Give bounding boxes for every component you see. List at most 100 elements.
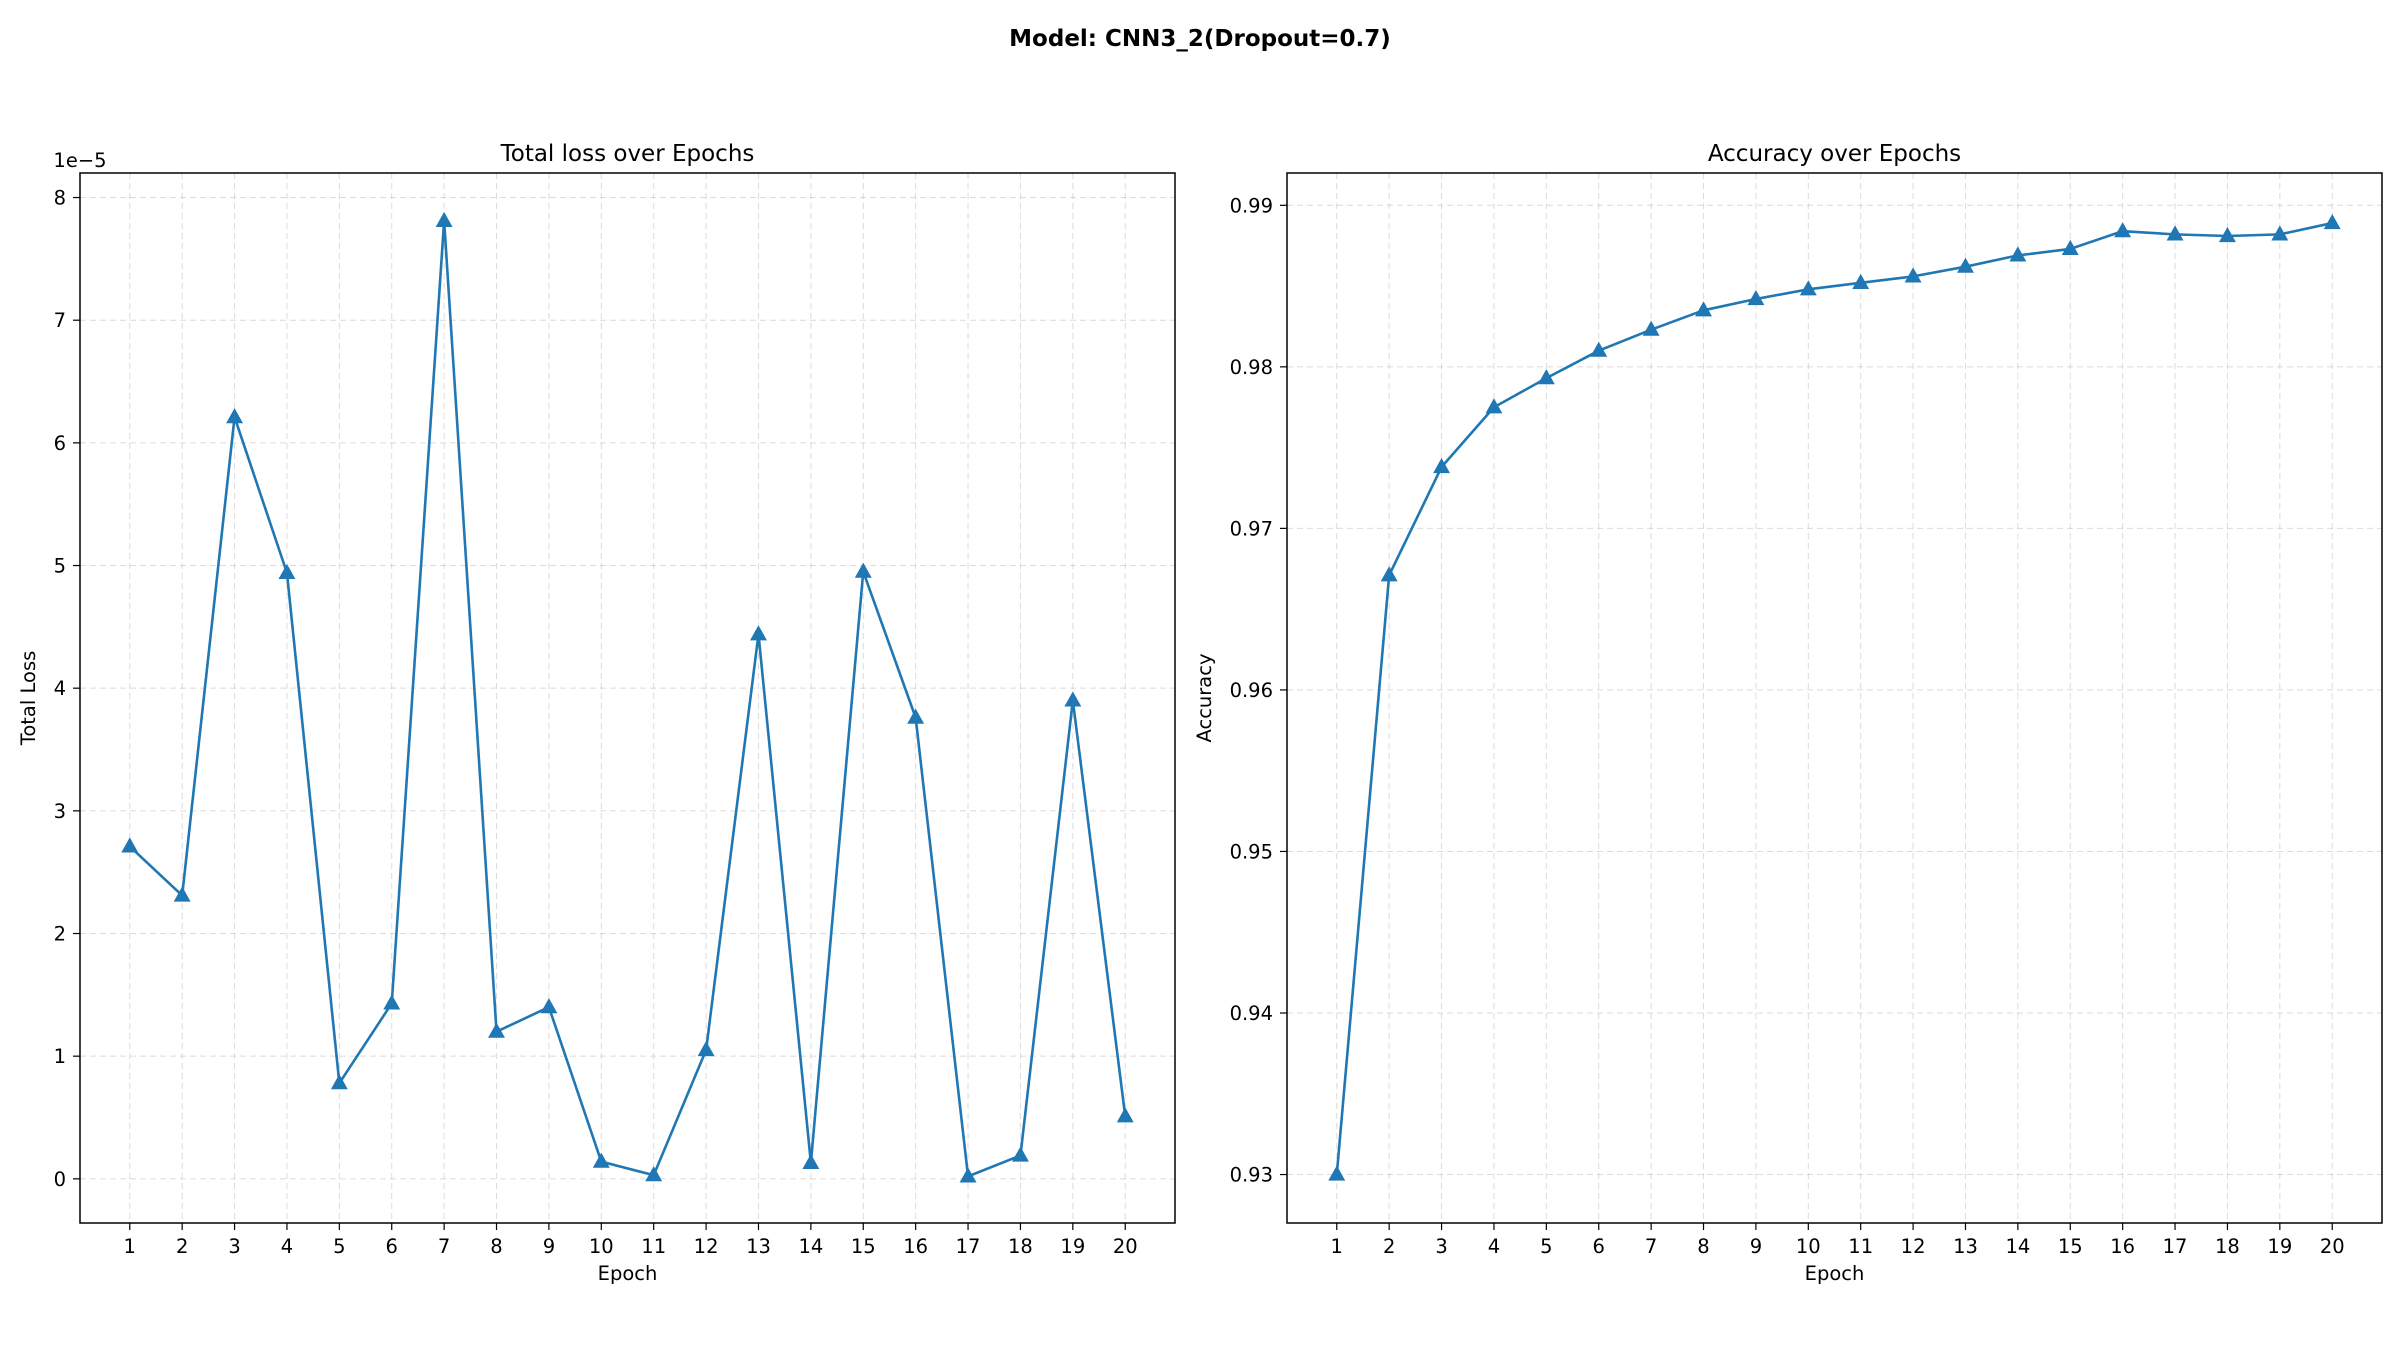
loss-data-point: [1116, 1107, 1134, 1123]
loss-y-tick-label: 6: [54, 432, 66, 455]
loss-data-point: [750, 625, 767, 641]
accuracy-x-tick-label: 19: [2267, 1235, 2292, 1258]
accuracy-y-tick-label: 0.94: [1230, 1002, 1273, 1025]
loss-chart: 1 2 3 4 5 6 7 8 9 10 11 12 13 14 15 16 17 18 19 20012345678…: [17, 141, 1176, 1285]
loss-series-line: [128, 219, 1127, 1178]
accuracy-y-tick-label: 0.99: [1230, 194, 1273, 217]
accuracy-x-axis-label: Epoch: [1805, 1262, 1865, 1285]
accuracy-x-tick-label: 4: [1488, 1235, 1500, 1258]
accuracy-data-point: [1957, 257, 1974, 273]
loss-x-tick-label: 10: [589, 1235, 614, 1258]
loss-x-tick-label: 18: [1008, 1235, 1033, 1258]
accuracy-data-point: [2009, 246, 2027, 262]
accuracy-x-tick-label: 16: [2110, 1235, 2135, 1258]
accuracy-x-tick-label: 18: [2215, 1235, 2240, 1258]
loss-data-point: [959, 1167, 977, 1183]
loss-data-point: [802, 1153, 820, 1169]
loss-y-tick-label: 1: [54, 1045, 66, 1068]
accuracy-x-tick-label: 10: [1796, 1235, 1821, 1258]
loss-chart-title: Total loss over Epochs: [500, 141, 755, 167]
loss-x-tick-label: 20: [1113, 1235, 1138, 1258]
accuracy-data-point: [2166, 225, 2184, 241]
loss-x-tick-label: 19: [1060, 1235, 1085, 1258]
accuracy-x-tick-label: 20: [2320, 1235, 2345, 1258]
accuracy-data-point: [1590, 341, 1608, 357]
accuracy-data-point: [2271, 225, 2289, 241]
loss-x-tick-label: 12: [694, 1235, 719, 1258]
loss-data-point: [645, 1166, 663, 1182]
loss-data-point: [383, 994, 401, 1010]
accuracy-x-tick-label: 17: [2163, 1235, 2188, 1258]
loss-y-tick-label: 3: [54, 800, 66, 823]
loss-plot-frame: [79, 172, 1176, 1224]
figure-suptitle: Model: CNN3_2(Dropout=0.7): [1009, 26, 1391, 52]
loss-y-tick-label: 4: [54, 677, 66, 700]
loss-x-tick-label: 17: [956, 1235, 981, 1258]
loss-x-tick-label: 5: [333, 1235, 345, 1258]
accuracy-y-tick-label: 0.96: [1230, 679, 1273, 702]
accuracy-data-point: [2323, 214, 2341, 230]
loss-x-tick-label: 11: [641, 1235, 666, 1258]
loss-data-point: [907, 708, 925, 724]
loss-x-tick-label: 16: [903, 1235, 928, 1258]
accuracy-data-point: [1852, 273, 1870, 289]
loss-data-point: [697, 1041, 715, 1057]
accuracy-x-tick-label: 7: [1645, 1235, 1657, 1258]
accuracy-data-point: [1695, 301, 1712, 317]
loss-x-tick-label: 1: [124, 1235, 136, 1258]
accuracy-x-tick-label: 14: [2005, 1235, 2030, 1258]
accuracy-data-point: [1380, 566, 1398, 582]
loss-x-tick-label: 13: [746, 1235, 771, 1258]
loss-data-point: [173, 886, 191, 902]
loss-y-tick-label: 8: [54, 187, 66, 210]
accuracy-series-line: [1335, 221, 2333, 1175]
loss-data-point: [1011, 1146, 1029, 1162]
accuracy-x-tick-label: 12: [1901, 1235, 1926, 1258]
loss-y-tick-label: 0: [54, 1168, 66, 1191]
loss-data-point: [540, 998, 558, 1014]
accuracy-y-tick-label: 0.93: [1230, 1164, 1273, 1187]
loss-x-tick-label: 6: [386, 1235, 398, 1258]
accuracy-y-tick-label: 0.95: [1230, 840, 1273, 863]
loss-data-point: [1064, 691, 1082, 707]
loss-data-point: [435, 211, 453, 227]
loss-data-point: [226, 408, 244, 424]
accuracy-x-tick-label: 3: [1435, 1235, 1447, 1258]
loss-data-point: [854, 562, 872, 578]
accuracy-chart: 1 2 3 4 5 6 7 8 9 10 11 12 13 14 15 16 17 18 19 200.930.940…: [1193, 141, 2383, 1285]
accuracy-data-point: [2114, 222, 2132, 238]
loss-y-axis-label: Total Loss: [17, 651, 40, 747]
loss-x-tick-label: 2: [176, 1235, 188, 1258]
accuracy-data-point: [1799, 280, 1817, 296]
loss-x-tick-label: 15: [851, 1235, 876, 1258]
accuracy-data-point: [2218, 226, 2236, 243]
loss-x-tick-label: 9: [543, 1235, 555, 1258]
accuracy-y-tick-label: 0.98: [1230, 356, 1273, 379]
accuracy-x-tick-label: 6: [1593, 1235, 1605, 1258]
accuracy-data-point: [1433, 457, 1451, 474]
loss-data-point: [330, 1074, 348, 1090]
loss-data-point: [488, 1022, 505, 1038]
loss-x-tick-label: 14: [798, 1235, 823, 1258]
loss-x-axis-label: Epoch: [598, 1262, 658, 1285]
loss-x-tick-label: 4: [281, 1235, 293, 1258]
accuracy-data-point: [1904, 267, 1922, 283]
loss-y-tick-label: 7: [54, 309, 66, 332]
accuracy-y-axis-label: Accuracy: [1193, 653, 1216, 742]
accuracy-plot-frame: [1286, 172, 2383, 1224]
accuracy-data-point: [1485, 398, 1503, 414]
loss-y-tick-label: 2: [54, 923, 66, 946]
loss-y-tick-label: 5: [54, 555, 66, 578]
accuracy-data-point: [1537, 369, 1555, 385]
accuracy-x-tick-label: 11: [1848, 1235, 1873, 1258]
loss-data-point: [121, 837, 139, 853]
accuracy-x-tick-label: 13: [1953, 1235, 1978, 1258]
accuracy-data-point: [2061, 239, 2079, 256]
loss-x-tick-label: 8: [490, 1235, 502, 1258]
loss-x-tick-label: 7: [438, 1235, 450, 1258]
accuracy-data-point: [1642, 320, 1660, 336]
accuracy-x-tick-label: 2: [1383, 1235, 1395, 1258]
accuracy-x-tick-label: 9: [1750, 1235, 1762, 1258]
accuracy-x-tick-label: 5: [1540, 1235, 1552, 1258]
